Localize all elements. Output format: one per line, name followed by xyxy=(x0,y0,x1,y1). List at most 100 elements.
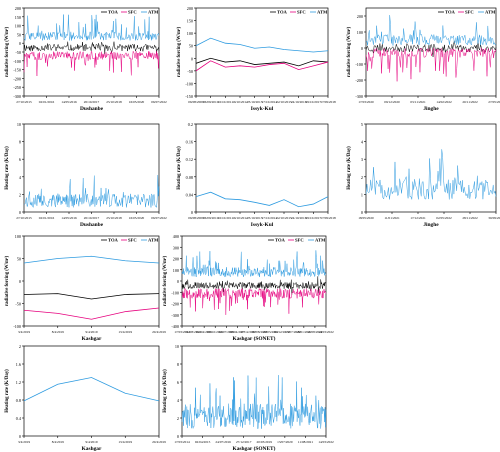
x-tick-label: 8/4/2019 xyxy=(52,440,64,444)
x-axis-label: Kashgar (SONET) xyxy=(233,335,276,342)
legend-label-toa: TOA xyxy=(275,238,286,243)
x-tick-label: 27/05/2023 xyxy=(488,100,500,104)
x-tick-label: 13/4/2019 xyxy=(118,440,132,444)
series-line-atm xyxy=(181,250,327,278)
x-tick-label: 14/03/2022 xyxy=(318,440,334,444)
y-tick-label: 0.8 xyxy=(16,398,21,403)
y-tick-label: 1.2 xyxy=(16,380,21,385)
plot-frame xyxy=(181,235,327,327)
y-tick-label: 6 xyxy=(177,380,179,385)
series-line-sfc xyxy=(23,307,160,320)
y-tick-label: 1 xyxy=(361,192,363,197)
series-line-heating-rate xyxy=(23,377,160,402)
y-tick-label: 100 xyxy=(15,234,21,239)
legend-label-toa: TOA xyxy=(445,10,456,15)
x-tick-label: 09/12/2020 xyxy=(384,100,400,104)
y-tick-label: 4 xyxy=(361,140,364,145)
x-tick-label: 17/10/2014 xyxy=(262,216,278,220)
y-tick-label: 0 xyxy=(361,46,363,51)
x-tick-label: 02/05/2022 xyxy=(436,216,452,220)
legend-label-atm: ATM xyxy=(315,238,326,243)
x-tick-label: 06/09/2010 xyxy=(203,216,219,220)
y-tick-label: -150 xyxy=(185,94,193,99)
series-line-atm xyxy=(23,14,160,41)
y-tick-label: 0.08 xyxy=(186,175,193,180)
x-tick-label: 20/4/2019 xyxy=(152,440,166,444)
y-tick-label: -100 xyxy=(185,81,193,86)
x-tick-label: 23/10/2013 xyxy=(247,216,263,220)
y-tick-label: -200 xyxy=(171,302,179,307)
y-tick-label: 200 xyxy=(357,14,363,19)
y-tick-label: -100 xyxy=(355,62,363,67)
y-tick-label: 150 xyxy=(15,15,21,20)
x-tick-label: 27/12/2017 xyxy=(241,330,257,334)
x-tick-label: 31/08/2014 xyxy=(185,330,201,334)
y-tick-label: 0.2 xyxy=(188,122,193,127)
y-tick-label: -100 xyxy=(13,59,21,64)
x-tick-label: 20/10/2017 xyxy=(84,216,100,220)
x-tick-label: 16/10/2011 xyxy=(218,100,234,104)
x-axis-label: Dushanbe xyxy=(80,222,104,228)
series-line-toa xyxy=(365,40,497,58)
x-axis-label: Jinghe xyxy=(423,222,439,228)
y-tick-label: 100 xyxy=(187,31,193,36)
x-tick-label: 9/4/2019 xyxy=(85,330,97,334)
chart-p1: 200 150 100 50 0 -50 -100 -150 -200 -250 -30027/10… xyxy=(4,6,167,112)
y-tick-label: -300 xyxy=(13,94,21,99)
x-tick-label: 14/05/2016 xyxy=(61,216,77,220)
y-tick-label: 0 xyxy=(191,56,193,61)
x-tick-label: 27/12/2017 xyxy=(236,440,252,444)
x-tick-label: 8/4/2019 xyxy=(52,330,64,334)
x-tick-label: 29/10/2017 xyxy=(306,216,322,220)
legend-label-toa: TOA xyxy=(108,238,119,243)
series-line-toa xyxy=(195,57,329,67)
x-tick-label: 20/10/2017 xyxy=(84,100,100,104)
y-tick-label: 10 xyxy=(175,344,179,349)
legend-label-atm: ATM xyxy=(148,238,159,243)
y-tick-label: 200 xyxy=(15,6,21,11)
series-line-heating-rate xyxy=(23,175,160,209)
series-line-sfc xyxy=(365,47,497,82)
x-tick-label: 14/05/2016 xyxy=(61,100,77,104)
x-tick-label: 27/10/2015 xyxy=(16,100,32,104)
plot-frame xyxy=(195,123,329,213)
y-tick-label: 50 xyxy=(189,44,193,49)
series-line-sfc xyxy=(181,287,327,315)
series-line-sfc xyxy=(23,50,160,77)
x-tick-label: 14/02/2022 xyxy=(436,100,452,104)
x-tick-label: 13/4/2019 xyxy=(118,330,132,334)
x-tick-label: 22/10/2015 xyxy=(276,216,292,220)
plot-frame xyxy=(195,7,329,97)
x-tick-label: 30/09/2023 xyxy=(488,216,500,220)
y-tick-label: -250 xyxy=(13,85,21,90)
y-tick-label: 0.4 xyxy=(16,416,22,421)
y-tick-label: -200 xyxy=(355,78,363,83)
x-axis-label: Jinghe xyxy=(423,106,439,112)
x-tick-label: 11/08/2021 xyxy=(307,330,323,334)
x-axis-label: Kashgar (SONET) xyxy=(233,445,276,452)
x-tick-label: 17/03/2014 xyxy=(174,330,190,334)
series-line-sfc xyxy=(195,60,329,72)
legend-label-toa: TOA xyxy=(108,10,119,15)
x-tick-label: 09/10/2015 xyxy=(208,330,224,334)
y-tick-label: -50 xyxy=(15,302,21,307)
series-line-atm xyxy=(195,37,329,53)
x-tick-label: 18/05/2020 xyxy=(358,216,374,220)
x-tick-label: 3/4/2019 xyxy=(18,330,30,334)
y-tick-label: 4 xyxy=(177,398,180,403)
legend-label-atm: ATM xyxy=(317,10,328,15)
y-axis-label: Heating rate (K/Day) xyxy=(177,146,182,190)
y-tick-label: 100 xyxy=(15,24,21,29)
x-axis-label: Issyk-Kul xyxy=(251,106,274,112)
x-tick-label: 20/03/2019 xyxy=(263,330,279,334)
x-tick-label: 06/07/2022 xyxy=(151,216,167,220)
plot-frame xyxy=(365,7,497,97)
y-tick-label: 0 xyxy=(191,210,193,215)
x-tick-label: 28/11/2022 xyxy=(462,216,478,220)
x-tick-label: 17/10/2014 xyxy=(262,100,278,104)
y-tick-label: 0 xyxy=(19,41,21,46)
